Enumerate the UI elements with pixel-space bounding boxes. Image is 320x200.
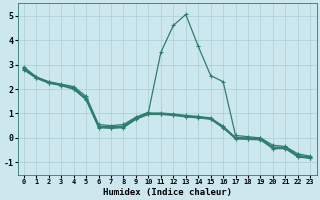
X-axis label: Humidex (Indice chaleur): Humidex (Indice chaleur) [103, 188, 232, 197]
